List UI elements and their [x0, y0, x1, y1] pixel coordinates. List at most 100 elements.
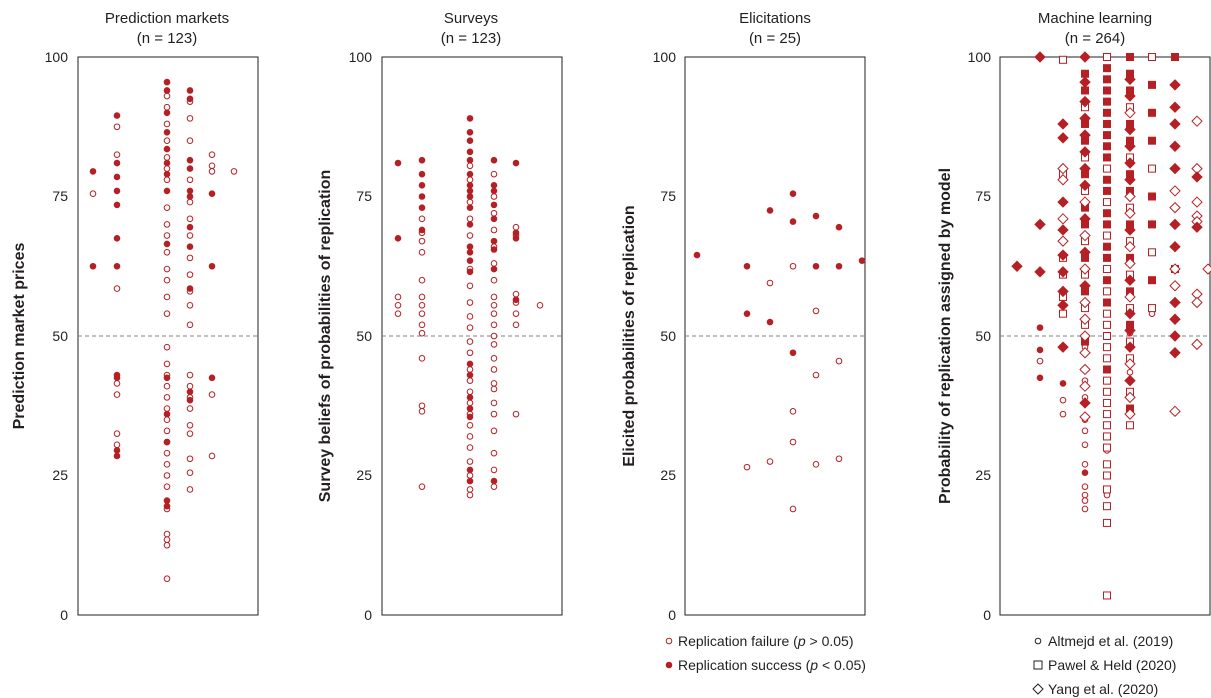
legend-filled-circle-icon	[665, 661, 673, 669]
yang-point	[1057, 235, 1069, 247]
success-point	[163, 159, 171, 167]
success-point	[466, 221, 474, 228]
altmejd-point	[1081, 441, 1089, 449]
pawel-point	[1103, 64, 1111, 73]
data-points	[89, 78, 238, 583]
yang-point	[1124, 374, 1136, 387]
pawel-point	[1148, 276, 1156, 285]
yang-point	[1124, 241, 1136, 253]
failure-point	[466, 198, 474, 206]
failure-point	[466, 399, 474, 407]
failure-point	[163, 360, 171, 368]
success-point	[113, 112, 121, 119]
pawel-point	[1103, 432, 1111, 441]
failure-point	[418, 276, 426, 284]
yang-point	[1034, 51, 1046, 63]
failure-point	[835, 357, 843, 365]
pawel-point	[1103, 231, 1111, 240]
yang-point	[1124, 224, 1136, 236]
yang-point	[1124, 307, 1136, 320]
yang-point	[1079, 397, 1091, 409]
yang-point	[1079, 95, 1091, 108]
yang-point	[1169, 185, 1181, 197]
failure-point	[490, 399, 498, 407]
failure-point	[394, 310, 402, 317]
y-tick-label: 100	[968, 49, 992, 65]
data-points	[1011, 51, 1211, 600]
failure-point	[418, 408, 426, 415]
y-axis-label: Probability of replication assigned by m…	[937, 168, 954, 504]
failure-point	[490, 310, 498, 317]
failure-point	[418, 215, 426, 223]
y-tick-label: 75	[660, 188, 676, 204]
success-point	[186, 87, 194, 94]
yang-point	[1057, 118, 1069, 130]
failure-point	[490, 293, 498, 301]
failure-point	[163, 293, 171, 301]
failure-point	[512, 310, 520, 317]
yang-point	[1057, 132, 1069, 144]
yang-point	[1057, 162, 1069, 175]
pawel-point	[1148, 53, 1156, 61]
success-point	[186, 165, 194, 172]
pawel-point	[1103, 220, 1111, 229]
yang-point	[1124, 257, 1136, 270]
yang-point	[1124, 391, 1136, 404]
failure-point	[113, 380, 121, 387]
success-point	[163, 145, 171, 153]
altmejd-point	[1081, 427, 1089, 435]
pawel-point	[1103, 443, 1111, 452]
success-point	[490, 201, 498, 209]
success-point	[789, 218, 797, 225]
failure-point	[536, 302, 544, 309]
failure-point	[490, 449, 498, 457]
yang-point	[1169, 330, 1181, 342]
success-point	[208, 262, 216, 270]
success-point	[113, 187, 121, 195]
success-point	[743, 310, 751, 317]
y-axis-label: Prediction market prices	[11, 243, 28, 430]
pawel-point	[1103, 209, 1111, 218]
legend-item-yang: Yang et al. (2020)	[1048, 681, 1158, 697]
pawel-point	[1103, 410, 1111, 419]
success-point	[812, 212, 820, 220]
failure-point	[466, 421, 474, 429]
failure-point	[466, 366, 474, 373]
y-tick-label: 25	[356, 467, 372, 483]
failure-point	[163, 154, 171, 161]
failure-point	[418, 293, 426, 301]
pawel-point	[1103, 298, 1111, 307]
panel-elicitations: Elicitations (n = 25) 100 75 50 25 0 Eli…	[621, 10, 866, 623]
pawel-point	[1103, 332, 1111, 340]
success-point	[113, 201, 121, 209]
failure-point	[394, 302, 402, 309]
failure-point	[113, 123, 121, 131]
success-point	[466, 257, 474, 264]
failure-point	[163, 343, 171, 351]
success-point	[208, 190, 216, 198]
y-tick-label: 100	[653, 49, 677, 65]
pawel-point	[1103, 485, 1111, 494]
pawel-point	[1103, 164, 1111, 173]
failure-point	[490, 366, 498, 373]
failure-point	[163, 265, 171, 273]
pawel-point	[1103, 287, 1111, 296]
data-points	[693, 190, 866, 513]
failure-point	[766, 458, 774, 465]
failure-point	[789, 438, 797, 446]
failure-point	[766, 279, 774, 287]
failure-point	[490, 260, 498, 267]
pawel-point	[1103, 591, 1111, 600]
yang-point	[1169, 313, 1181, 325]
yang-point	[1169, 162, 1181, 175]
failure-point	[163, 382, 171, 390]
y-tick-label: 50	[660, 328, 676, 344]
plot-frame	[684, 56, 866, 616]
failure-point	[186, 271, 194, 278]
failure-point	[163, 461, 171, 468]
success-point	[163, 87, 171, 94]
pawel-point	[1148, 164, 1156, 173]
y-tick-label: 0	[364, 607, 372, 623]
pawel-point	[1103, 153, 1111, 162]
success-point	[186, 243, 194, 251]
